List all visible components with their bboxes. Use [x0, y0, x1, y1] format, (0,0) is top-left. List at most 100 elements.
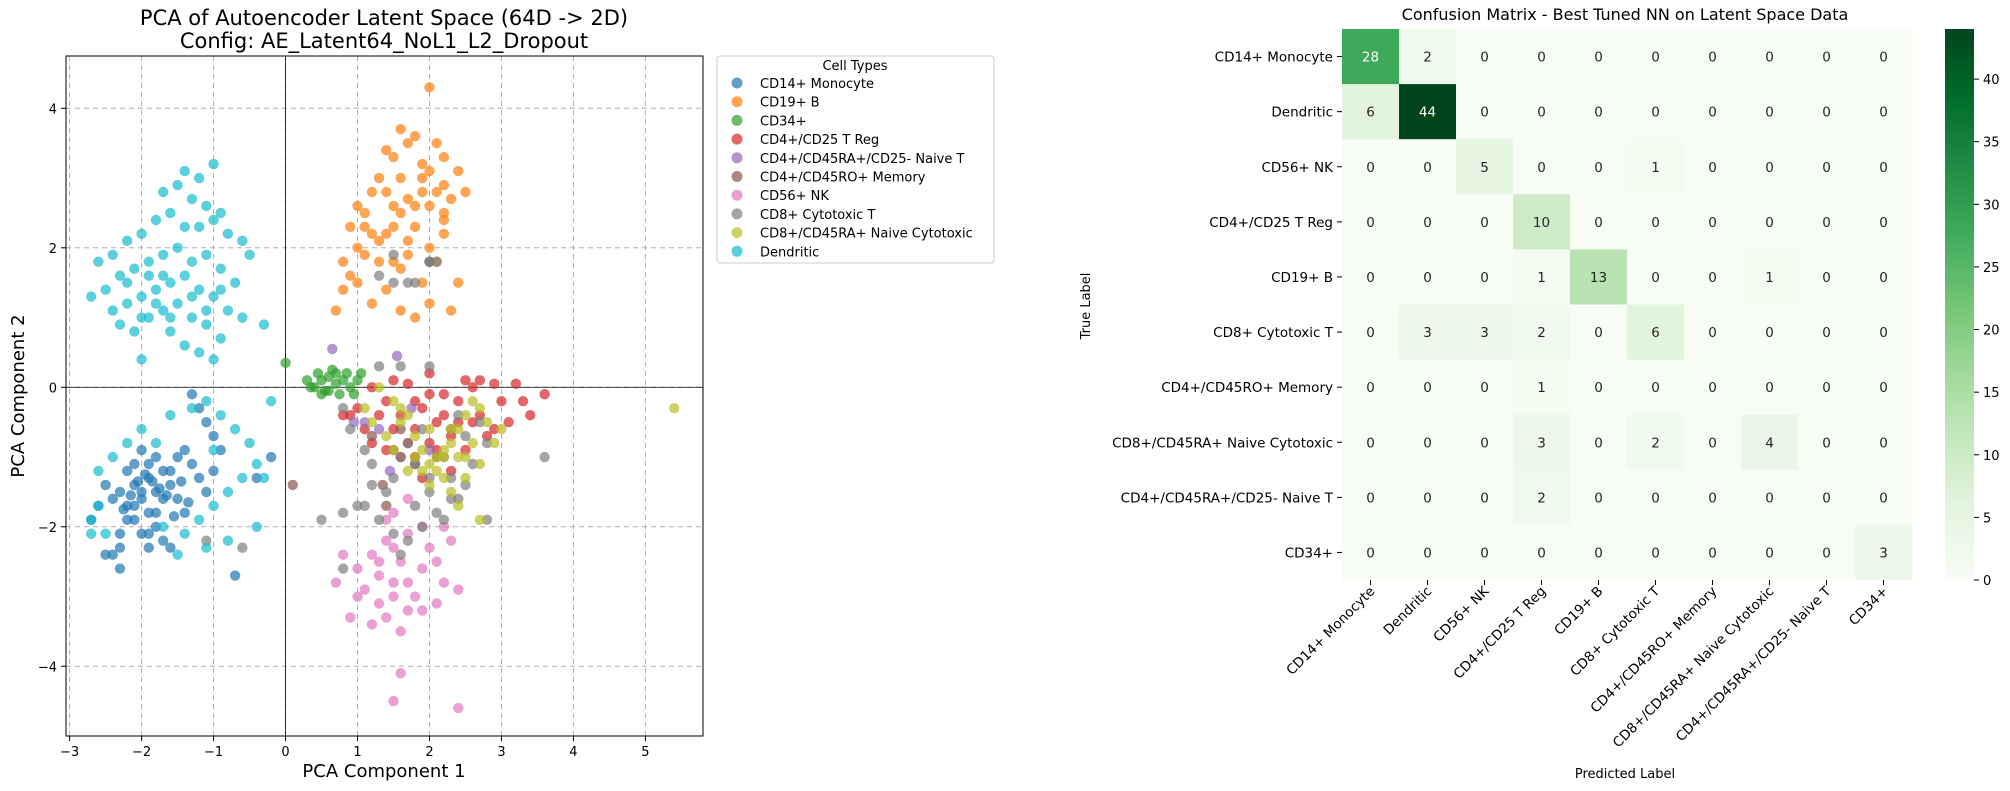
- heatmap-x-tick-label: Dendritic: [1380, 584, 1435, 639]
- heatmap-cell: [1741, 139, 1799, 195]
- heatmap-cell: [1456, 139, 1514, 195]
- point-cd14-monocyte: [229, 570, 241, 581]
- point-cd56-nk: [438, 577, 450, 588]
- heatmap-cell-value: 0: [1822, 215, 1831, 231]
- point-cd19-b: [381, 144, 392, 156]
- point-cd56-nk: [381, 612, 392, 623]
- heatmap-cell: [1342, 359, 1400, 416]
- heatmap-cell-value: 0: [1480, 545, 1489, 561]
- scatter-reference-lines: [66, 56, 703, 736]
- point-cd19-b: [424, 298, 435, 309]
- heatmap-cell: [1684, 84, 1742, 140]
- colorbar-tick-label: 40: [1983, 73, 2000, 88]
- point-cd4-cd25-t-reg: [366, 382, 378, 393]
- heatmap-x-tick-label: CD14+ Monocyte: [1283, 584, 1378, 679]
- point-dendritic: [114, 270, 126, 281]
- point-dendritic: [136, 354, 147, 365]
- point-cd8-cd45ra-naive-cytotoxic: [431, 451, 442, 463]
- point-cd19-b: [345, 221, 356, 233]
- heatmap-cell: [1399, 359, 1457, 416]
- point-cd8-cd45ra-naive-cytotoxic: [359, 403, 370, 414]
- heatmap-y-axis-label: True Label: [1079, 273, 1094, 341]
- heatmap-cell-value: 0: [1879, 160, 1888, 176]
- point-cd14-monocyte: [139, 469, 151, 480]
- point-cd56-nk: [366, 549, 378, 560]
- point-cd19-b: [337, 256, 349, 267]
- point-cd19-b: [388, 200, 399, 212]
- heatmap-cell-value: 0: [1879, 215, 1888, 231]
- point-cd4-cd25-t-reg: [388, 375, 399, 386]
- point-cd4-cd25-t-reg: [467, 382, 478, 393]
- point-cd19-b: [409, 312, 421, 323]
- heatmap-cell-value: 0: [1651, 270, 1660, 286]
- heatmap-cell: [1684, 249, 1742, 305]
- scatter-x-tick-label: 5: [641, 745, 649, 760]
- point-cd19-b: [417, 158, 428, 170]
- heatmap-cell: [1456, 194, 1514, 250]
- point-cd14-monocyte: [100, 549, 111, 560]
- heatmap-cell: [1456, 84, 1514, 140]
- point-dendritic: [179, 165, 190, 177]
- scatter-plot-frame: [65, 55, 704, 737]
- point-dendritic: [157, 186, 169, 198]
- colorbar-tick-label: 15: [1983, 386, 2000, 401]
- legend-label-dendritic: Dendritic: [760, 245, 819, 260]
- scatter-y-axis-label: PCA Component 2: [8, 314, 29, 477]
- heatmap-cell: [1399, 249, 1457, 305]
- heatmap-cell-value: 0: [1366, 435, 1375, 451]
- heatmap-cell-value: 1: [1651, 160, 1660, 176]
- heatmap-cell-value: 0: [1708, 380, 1717, 396]
- legend-label-cd4-cd45ro-memory: CD4+/CD45RO+ Memory: [760, 171, 926, 186]
- point-cd8-cytotoxic-t: [395, 361, 406, 372]
- point-dendritic: [201, 200, 212, 212]
- point-cd4-cd25-t-reg: [453, 396, 464, 407]
- point-dendritic: [85, 528, 97, 539]
- point-cd56-nk: [388, 507, 399, 519]
- heatmap-cell: [1513, 469, 1571, 526]
- point-cd34: [312, 368, 324, 379]
- point-dendritic: [100, 528, 111, 539]
- point-cd4-cd25-t-reg: [489, 423, 500, 435]
- point-cd8-cd45ra-naive-cytotoxic: [417, 444, 428, 456]
- point-cd8-cytotoxic-t: [445, 472, 457, 484]
- point-dendritic: [244, 437, 255, 449]
- point-cd14-monocyte: [201, 416, 212, 428]
- point-cd14-monocyte: [118, 504, 129, 515]
- heatmap-cell-value: 0: [1879, 490, 1888, 506]
- point-cd56-nk: [352, 563, 363, 574]
- heatmap-cell: [1798, 84, 1856, 140]
- heatmap-cell-value: 0: [1480, 490, 1489, 506]
- confusion-matrix-chart: Confusion Matrix - Best Tuned NN on Late…: [1079, 5, 2000, 782]
- point-cd14-monocyte: [150, 507, 162, 519]
- point-cd4-cd45ra-cd25-naive-t: [359, 416, 370, 428]
- point-cd4-cd25-t-reg: [510, 378, 522, 389]
- point-cd4-cd45ra-cd25-naive-t: [327, 343, 338, 355]
- heatmap-y-tick-label: CD4+/CD45RA+/CD25- Naive T: [1121, 490, 1334, 506]
- heatmap-cell-value: 0: [1879, 325, 1888, 341]
- heatmap-cell-value: 0: [1651, 50, 1660, 66]
- point-dendritic: [143, 312, 154, 323]
- point-dendritic: [121, 437, 133, 449]
- heatmap-cell-value: 0: [1651, 545, 1660, 561]
- point-dendritic: [229, 277, 241, 288]
- heatmap-cell: [1342, 414, 1400, 471]
- heatmap-cell-value: 0: [1366, 380, 1375, 396]
- point-cd19-b: [417, 277, 428, 288]
- point-dendritic: [129, 326, 140, 337]
- point-cd14-monocyte: [175, 476, 187, 487]
- scatter-title-line2: Config: AE_Latent64_NoL1_L2_Dropout: [180, 29, 588, 54]
- heatmap-cell: [1627, 469, 1685, 526]
- point-dendritic: [100, 284, 111, 295]
- heatmap-cell: [1798, 194, 1856, 250]
- heatmap-cell-value: 0: [1594, 325, 1603, 341]
- heatmap-cell-value: 4: [1765, 435, 1774, 451]
- heatmap-cell-value: 3: [1480, 325, 1489, 341]
- heatmap-cell: [1399, 139, 1457, 195]
- point-dendritic: [186, 256, 198, 267]
- heatmap-cell-value: 0: [1708, 215, 1717, 231]
- point-cd8-cd45ra-naive-cytotoxic: [489, 437, 500, 449]
- point-cd56-nk: [409, 591, 421, 602]
- point-cd34: [323, 385, 334, 396]
- point-cd8-cd45ra-naive-cytotoxic: [417, 465, 428, 477]
- point-cd8-cd45ra-naive-cytotoxic: [409, 430, 421, 442]
